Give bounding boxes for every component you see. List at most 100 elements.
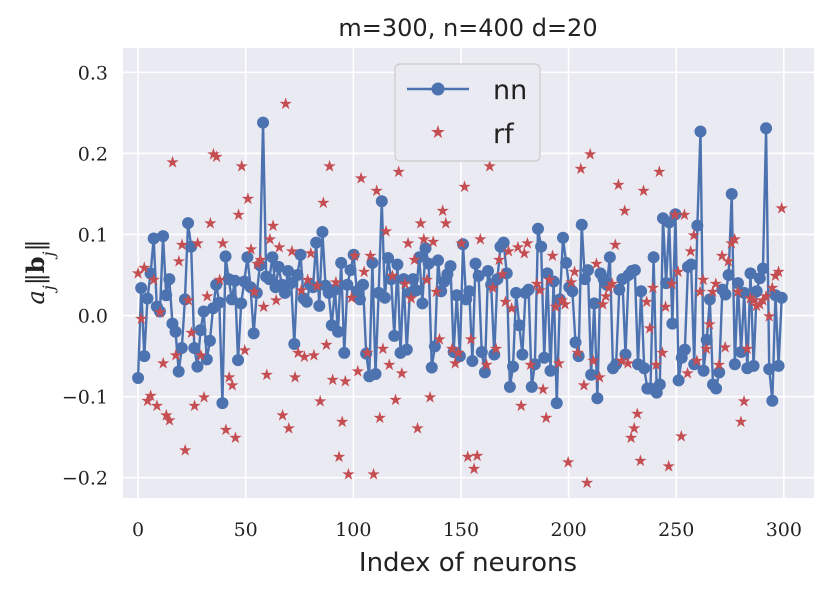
nn-point <box>756 262 769 275</box>
rf-point: ★ <box>536 380 550 399</box>
nn-point <box>528 358 541 371</box>
nn-point <box>575 218 588 231</box>
rf-point: ★ <box>473 230 487 249</box>
rf-point: ★ <box>771 262 785 281</box>
rf-point: ★ <box>668 205 682 224</box>
nn-point <box>288 337 301 350</box>
nn-point <box>500 267 513 280</box>
nn-point <box>669 208 682 221</box>
nn-point <box>197 305 210 318</box>
rf-point: ★ <box>351 362 365 381</box>
nn-point <box>232 354 245 367</box>
rf-point: ★ <box>558 294 572 313</box>
legend-rf-marker: ★ <box>430 122 446 143</box>
nn-point <box>572 350 585 363</box>
rf-point: ★ <box>332 447 346 466</box>
nn-point <box>235 297 248 310</box>
nn-point <box>328 283 341 296</box>
nn-point <box>672 374 685 387</box>
rf-point: ★ <box>693 282 707 301</box>
rf-point: ★ <box>326 370 340 389</box>
nn-point <box>453 350 466 363</box>
rf-point: ★ <box>624 428 638 447</box>
rf-point: ★ <box>297 347 311 366</box>
rf-point: ★ <box>671 262 685 281</box>
rf-point: ★ <box>454 234 468 253</box>
nn-point <box>763 363 776 376</box>
rf-point: ★ <box>715 246 729 265</box>
rf-point: ★ <box>260 365 274 384</box>
rf-point: ★ <box>721 251 735 270</box>
nn-point <box>147 232 160 245</box>
nn-point <box>472 269 485 282</box>
rf-point: ★ <box>175 235 189 254</box>
rf-point: ★ <box>294 281 308 300</box>
rf-point: ★ <box>467 459 481 478</box>
rf-point: ★ <box>391 162 405 181</box>
rf-point: ★ <box>574 159 588 178</box>
nn-point <box>135 282 148 294</box>
rf-point: ★ <box>530 274 544 293</box>
rf-point: ★ <box>401 234 415 253</box>
rf-point: ★ <box>753 294 767 313</box>
nn-point <box>307 281 320 294</box>
nn-point <box>178 293 191 306</box>
nn-point <box>553 293 566 306</box>
rf-point: ★ <box>429 282 443 301</box>
nn-point <box>766 394 779 407</box>
y-tick-label: 0.0 <box>78 306 108 328</box>
rf-point: ★ <box>228 428 242 447</box>
rf-point: ★ <box>696 270 710 289</box>
nn-point <box>503 380 516 393</box>
rf-point: ★ <box>410 418 424 437</box>
y-tick-label: 0.3 <box>78 62 108 84</box>
rf-point: ★ <box>169 345 183 364</box>
nn-point <box>510 286 523 299</box>
rf-point: ★ <box>677 205 691 224</box>
nn-point <box>710 382 723 395</box>
nn-point <box>735 346 748 359</box>
rf-point: ★ <box>291 343 305 362</box>
rf-point: ★ <box>561 453 575 472</box>
nn-point <box>525 380 538 393</box>
rf-point: ★ <box>156 354 170 373</box>
x-tick-label: 300 <box>766 519 802 541</box>
rf-point: ★ <box>655 343 669 362</box>
rf-point: ★ <box>360 343 374 362</box>
nn-point <box>432 254 445 267</box>
nn-point <box>522 283 535 296</box>
x-tick-label: 50 <box>234 519 258 541</box>
rf-point: ★ <box>749 296 763 315</box>
nn-point <box>366 256 379 269</box>
rf-point: ★ <box>194 345 208 364</box>
rf-point: ★ <box>570 343 584 362</box>
rf-point: ★ <box>269 290 283 309</box>
nn-point <box>300 295 313 308</box>
rf-point: ★ <box>633 451 647 470</box>
rf-point: ★ <box>178 440 192 459</box>
rf-point: ★ <box>470 446 484 465</box>
rf-point: ★ <box>131 264 145 283</box>
rf-point: ★ <box>705 282 719 301</box>
nn-point <box>466 354 479 367</box>
nn-point <box>250 286 263 299</box>
rf-point: ★ <box>724 234 738 253</box>
nn-point <box>666 317 679 330</box>
rf-point: ★ <box>567 262 581 281</box>
rf-point: ★ <box>256 297 270 316</box>
nn-point <box>144 267 157 280</box>
nn-point <box>547 275 560 288</box>
rf-point: ★ <box>159 405 173 424</box>
rf-point: ★ <box>313 392 327 411</box>
rf-point: ★ <box>426 232 440 251</box>
nn-point <box>310 236 323 249</box>
nn-point <box>247 327 260 340</box>
rf-point: ★ <box>439 213 453 232</box>
nn-point <box>469 257 482 270</box>
rf-point: ★ <box>172 251 186 270</box>
rf-point: ★ <box>191 234 205 253</box>
rf-point: ★ <box>316 193 330 212</box>
rf-point: ★ <box>608 235 622 254</box>
rf-point: ★ <box>451 343 465 362</box>
rf-point: ★ <box>319 335 333 354</box>
